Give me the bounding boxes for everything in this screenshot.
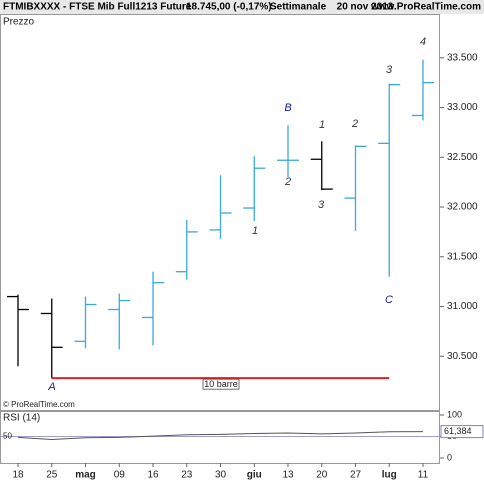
- annotation: 1: [252, 225, 258, 237]
- symbol: FTMIBXXXX - FTSE Mib Full1213 Future: [3, 2, 192, 13]
- annotation: 3: [318, 199, 325, 211]
- credit: © ProRealTime.com: [3, 400, 75, 409]
- x-tick-label: mag: [75, 470, 96, 481]
- rsi-ref-label: 50: [3, 432, 12, 441]
- y-tick-label: 32.500: [447, 152, 478, 163]
- y-tick-label: 31.500: [447, 251, 478, 262]
- annotation: 1: [319, 119, 325, 131]
- y-tick-label: 30.500: [447, 351, 478, 362]
- x-tick-label: 18: [12, 470, 24, 481]
- site: www.ProRealTime.com: [370, 2, 481, 13]
- y-tick-label: 33.500: [447, 52, 478, 63]
- header-bar: [0, 0, 484, 14]
- rsi-value-label: 61,384: [444, 426, 472, 436]
- period: Settimanale: [270, 2, 327, 13]
- annotation: C: [385, 294, 393, 306]
- rsi-label: RSI (14): [3, 413, 40, 424]
- y-label: Prezzo: [3, 17, 35, 28]
- rsi-panel: [0, 411, 440, 464]
- annotation: 4: [420, 36, 426, 48]
- x-tick-label: 27: [350, 470, 362, 481]
- y-tick-label: 31.000: [447, 301, 478, 312]
- x-tick-label: 11: [418, 470, 429, 481]
- h-line-label: 10 barre: [204, 379, 238, 389]
- x-tick-label: 09: [114, 470, 126, 481]
- price-panel: [0, 14, 440, 411]
- x-tick-label: 20: [316, 470, 328, 481]
- annotation: 2: [351, 118, 358, 130]
- x-tick-label: 30: [215, 470, 227, 481]
- date: 20 nov 2013: [337, 2, 394, 13]
- x-tick-label: 23: [181, 470, 193, 481]
- rsi-line: [17, 431, 424, 441]
- rsi-tick-label: 100: [447, 409, 462, 419]
- x-tick-label: lug: [382, 470, 397, 481]
- y-tick-label: 33.000: [447, 102, 478, 113]
- rsi-value-box: [440, 425, 484, 439]
- h-line-label-box: [202, 378, 240, 390]
- price: 18.745,00 (-0,17%): [186, 2, 272, 13]
- annotation: A: [47, 381, 55, 393]
- rsi-tick-label: 0: [447, 452, 452, 462]
- x-tick-label: 13: [282, 470, 294, 481]
- annotation: 3: [386, 64, 393, 76]
- x-tick-label: giu: [247, 470, 262, 481]
- x-tick-label: 16: [147, 470, 159, 481]
- y-tick-label: 32.000: [447, 202, 478, 213]
- annotation: B: [284, 102, 291, 114]
- x-tick-label: 25: [46, 470, 58, 481]
- annotation: 2: [284, 176, 291, 188]
